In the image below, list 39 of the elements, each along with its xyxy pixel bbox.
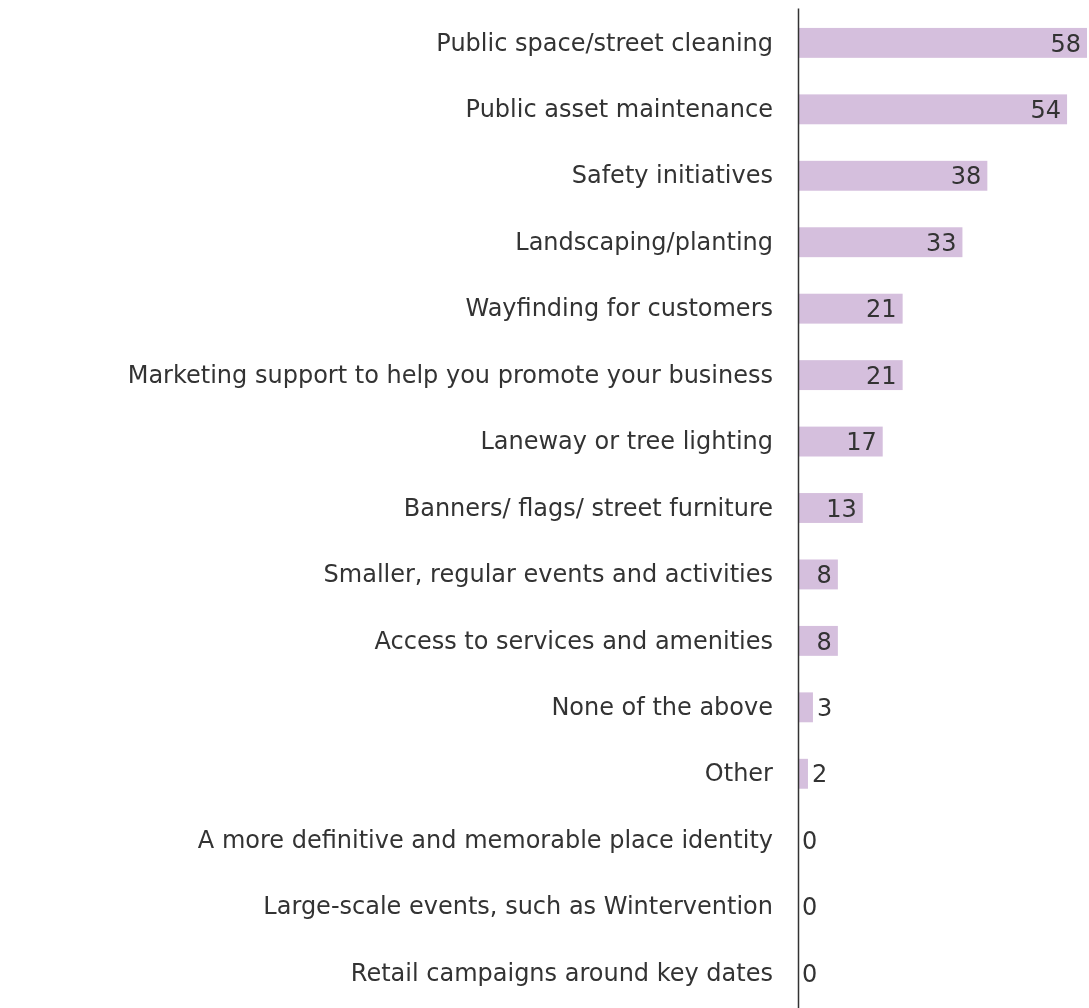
bar (798, 27, 1087, 58)
bar (798, 227, 963, 258)
data-label: 33 (925, 228, 957, 257)
bar (798, 692, 813, 723)
data-label: 0 (802, 826, 818, 855)
data-label: 13 (826, 494, 857, 523)
y-tick-label: A more definitive and memorable place identity (197, 825, 773, 854)
data-label: 21 (866, 361, 897, 390)
y-tick-label: Public space/street cleaning (436, 28, 773, 57)
y-tick-label: Other (704, 759, 774, 788)
y-tick-label: Laneway or tree lighting (480, 427, 773, 456)
y-tick-label: Marketing support to help you promote your business (127, 360, 773, 389)
y-tick-label: Access to services and amenities (374, 626, 773, 655)
y-tick-label: Wayfinding for customers (465, 294, 773, 323)
y-tick-label: Public asset maintenance (465, 95, 773, 124)
y-tick-label: Banners/ flags/ street furniture (403, 493, 773, 522)
data-label: 0 (802, 893, 818, 922)
bar (798, 160, 988, 191)
y-tick-label: None of the above (551, 693, 773, 722)
y-tick-label: Large-scale events, such as Wintervention (263, 892, 773, 921)
y-tick-label: Smaller, regular events and activities (323, 560, 773, 589)
bar (798, 758, 808, 789)
data-label: 3 (816, 693, 833, 722)
y-tick-label: Landscaping/planting (515, 227, 773, 256)
data-label: 8 (816, 627, 832, 656)
data-label: 17 (846, 428, 877, 457)
bar (798, 94, 1068, 125)
data-label: 2 (811, 760, 828, 789)
data-label: 58 (1050, 29, 1081, 58)
data-label: 54 (1030, 95, 1062, 124)
data-label: 21 (866, 295, 897, 324)
data-label: 8 (816, 561, 832, 590)
y-tick-label: Safety initiatives (571, 161, 773, 190)
bar (798, 293, 903, 324)
bar (798, 426, 883, 457)
y-tick-label: Retail campaigns around key dates (350, 958, 773, 987)
data-label: 38 (950, 162, 982, 191)
bar (798, 360, 903, 391)
data-label: 0 (802, 959, 818, 988)
